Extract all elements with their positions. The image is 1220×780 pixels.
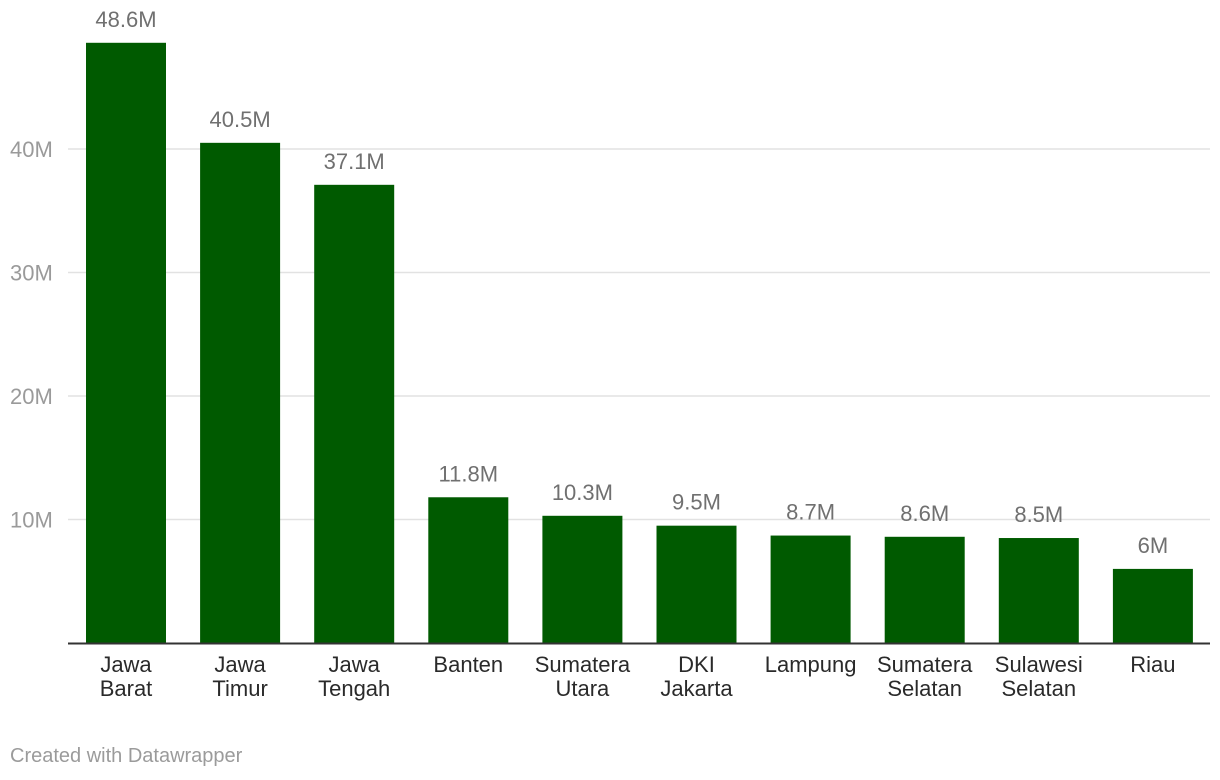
category-label: Jawa Tengah — [318, 652, 390, 701]
y-tick-label: 20M — [10, 384, 53, 409]
bar-value-label: 37.1M — [324, 149, 385, 174]
bar — [428, 497, 509, 643]
y-axis-tick-labels: 10M 20M 30M 40M — [10, 137, 53, 533]
bar — [998, 538, 1079, 643]
bar-value-label: 11.8M — [439, 461, 499, 486]
bar — [86, 42, 166, 644]
category-label: DKI Jakarta — [660, 652, 733, 701]
y-tick-label: 30M — [10, 261, 53, 286]
bar — [656, 525, 737, 643]
bar-value-label: 40.5M — [210, 107, 271, 132]
bar — [200, 142, 281, 643]
y-tick-label: 40M — [10, 137, 53, 162]
category-label: Riau — [1130, 652, 1175, 677]
category-label: Jawa Barat — [100, 652, 153, 701]
category-label: Sumatera Utara — [535, 652, 631, 701]
bar-value-label: 6M — [1138, 533, 1169, 558]
bars — [86, 42, 1193, 644]
bar-value-label: 48.6M — [95, 7, 156, 32]
category-label: Jawa Timur — [212, 652, 267, 701]
bar — [314, 184, 395, 643]
category-label: Banten — [433, 652, 503, 677]
credit-text: Created with Datawrapper — [10, 745, 243, 767]
category-label: Lampung — [765, 652, 857, 677]
y-tick-label: 10M — [10, 508, 53, 533]
bar — [884, 536, 965, 643]
bar-value-label: 8.7M — [786, 500, 835, 525]
x-axis-category-labels: Jawa Barat Jawa Timur Jawa Tengah Banten Sumate… — [100, 652, 1176, 701]
bar-value-label: 10.3M — [552, 480, 613, 505]
bar-value-label: 8.6M — [900, 501, 949, 526]
category-label: Sulawesi Selatan — [995, 652, 1083, 701]
bar — [1112, 568, 1193, 643]
bar-value-labels: 48.6M 40.5M 37.1M 11.8M 10.3M 9.5M 8.7M 8.6M 8.5… — [95, 7, 1168, 558]
category-label: Sumatera Selatan — [877, 652, 973, 701]
bar — [542, 515, 623, 643]
bar — [770, 535, 851, 643]
bar-value-label: 9.5M — [672, 490, 721, 515]
bar-value-label: 8.5M — [1014, 502, 1063, 527]
